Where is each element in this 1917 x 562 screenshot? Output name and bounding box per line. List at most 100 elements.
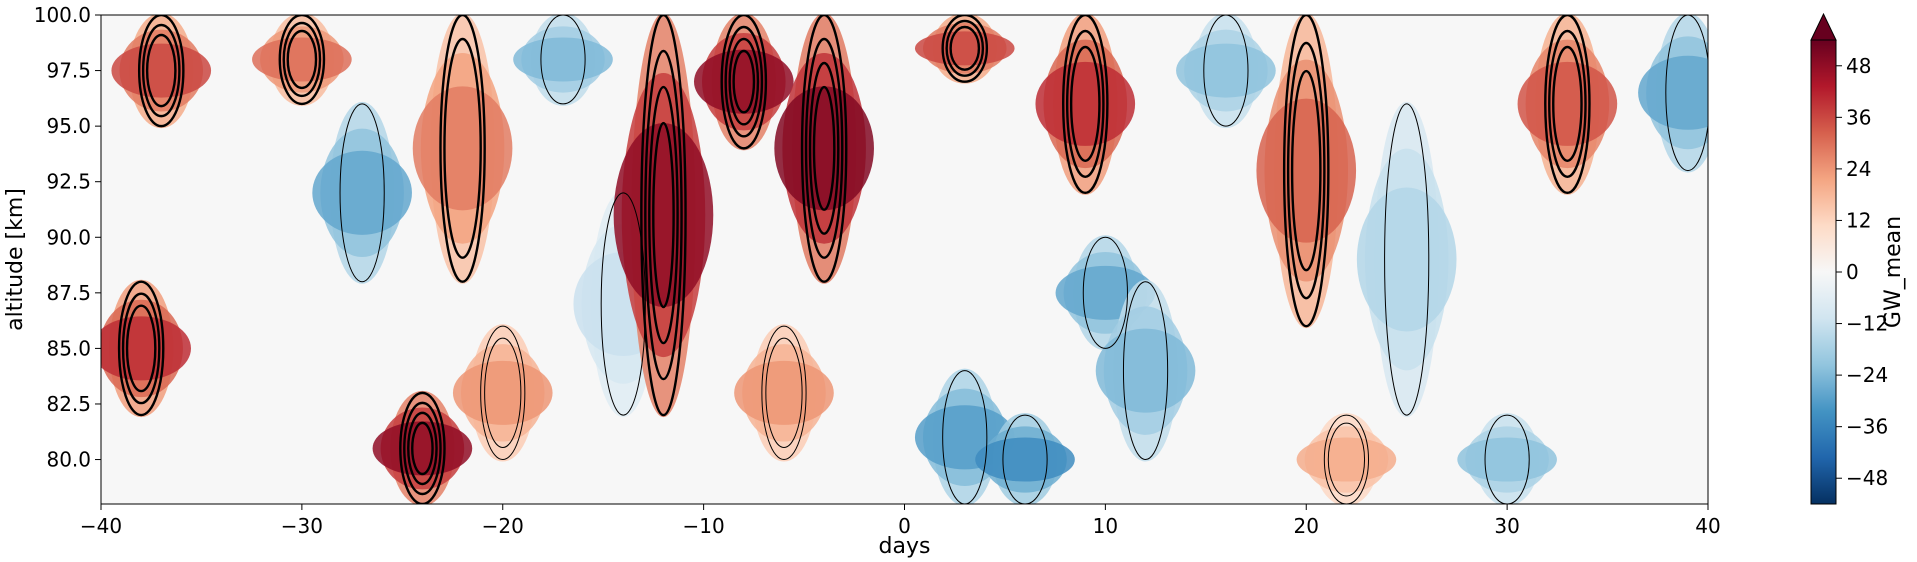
heatmap-feature (734, 360, 834, 425)
contour-line (1290, 69, 1322, 272)
heatmap-feature (513, 37, 613, 82)
contour-line (600, 192, 646, 416)
heatmap-feature (452, 360, 553, 425)
contour-line (1552, 45, 1583, 163)
contour-line (540, 15, 586, 105)
contour-line (439, 15, 486, 283)
x-tick-label: 20 (1294, 514, 1319, 538)
y-tick-label: 97.5 (46, 59, 91, 83)
contour-line (1286, 41, 1326, 300)
contour-line (804, 37, 844, 259)
contour-line (644, 49, 683, 381)
x-tick-label: 30 (1494, 514, 1519, 538)
contour-line (278, 15, 326, 106)
heatmap-feature (693, 49, 794, 114)
contour-line (484, 337, 522, 449)
y-tick-label: 95.0 (46, 114, 91, 138)
x-tick-label: −30 (281, 514, 323, 538)
contour-line (117, 280, 165, 417)
heatmap-feature (1095, 328, 1196, 413)
contour-line (399, 391, 446, 504)
heatmap-feature (1035, 61, 1136, 146)
heatmap-feature (1176, 43, 1276, 98)
contour-line (640, 15, 687, 417)
y-tick-label: 82.5 (46, 392, 91, 416)
colorbar-tick-label: −12 (1846, 312, 1888, 336)
contour-line (145, 33, 177, 108)
contour-line (1082, 236, 1128, 349)
colorbar-tick-label: 48 (1846, 54, 1871, 78)
contour-line (403, 401, 442, 496)
colorbar-tick-label: 0 (1846, 260, 1859, 284)
contour-line (1282, 15, 1330, 328)
heatmap-feature (101, 316, 191, 381)
contour-line (945, 19, 985, 77)
heatmap-feature (111, 43, 212, 98)
heatmap-feature (1517, 61, 1618, 146)
heatmap-feature (1296, 437, 1397, 482)
x-tick-label: −40 (80, 514, 122, 538)
colorbar-extend-max (1810, 12, 1837, 41)
contour-line (141, 23, 181, 118)
contour-line (812, 85, 836, 211)
contour-line (480, 325, 526, 461)
heatmap-feature (613, 123, 714, 308)
x-tick-label: 0 (898, 514, 911, 538)
contour-line (1544, 15, 1591, 194)
colorbar-tick-label: −48 (1846, 466, 1888, 490)
y-axis-label: altitude [km] (3, 188, 28, 331)
heatmap-feature (774, 86, 874, 211)
y-tick-label: 92.5 (46, 170, 91, 194)
contour-line (1548, 29, 1587, 179)
colorbar-tick-label: 36 (1846, 105, 1871, 129)
heatmap-feature (914, 31, 1015, 66)
y-tick-label: 87.5 (46, 281, 91, 305)
colorbar-label: GW_mean (1881, 216, 1906, 328)
colorbar-tick-label: −24 (1846, 363, 1888, 387)
heatmap-feature (1256, 98, 1357, 243)
heatmap-feature (1638, 55, 1708, 130)
contour-line (1061, 15, 1109, 194)
contour-line (724, 25, 764, 138)
contour-line (1065, 29, 1105, 179)
contour-line (1069, 45, 1101, 163)
colorbar: −48 −36 −24 −12 0 12 24 36 48 (1810, 12, 1888, 505)
contour-line (720, 15, 768, 150)
contour-line (282, 21, 322, 98)
heatmap-feature (1457, 437, 1557, 482)
colorbar-tick-label: −36 (1846, 415, 1888, 439)
x-tick-label: 40 (1695, 514, 1720, 538)
contour-line (443, 37, 482, 259)
contour-line (339, 103, 385, 283)
contour-line (949, 25, 981, 71)
colorbar-tick-label: 12 (1846, 208, 1871, 232)
colorbar-gradient (1810, 39, 1837, 505)
contour-line (411, 421, 434, 476)
contour-line (808, 61, 840, 235)
heatmap-feature (372, 421, 473, 476)
contour-line (1327, 422, 1366, 497)
contour-line (800, 15, 848, 283)
y-axis: 80.0 82.5 85.0 87.5 90.0 92.5 95.0 97.5 100.0 (34, 3, 101, 472)
y-tick-label: 80.0 (46, 448, 91, 472)
x-tick-label: 10 (1093, 514, 1118, 538)
contour-line (1384, 103, 1430, 416)
x-axis: −40 −30 −20 −10 0 10 20 30 40 (80, 504, 1721, 538)
plot-area (101, 15, 1708, 504)
contour-line (407, 411, 438, 486)
contour-line (728, 37, 760, 126)
heatmap-feature (1356, 187, 1457, 332)
contour-line (121, 292, 161, 405)
heatmap-feature (252, 37, 352, 82)
heatmap-feature (975, 437, 1075, 482)
contour-line (732, 49, 756, 114)
contour-line (1665, 15, 1708, 172)
colorbar-tick-label: 24 (1846, 157, 1871, 181)
contour-line (761, 325, 807, 461)
x-axis-label: days (879, 534, 931, 559)
heatmap-feature (312, 150, 412, 235)
x-tick-label: −20 (482, 514, 524, 538)
contour-line (941, 15, 989, 83)
heatmap-feature (412, 86, 513, 211)
